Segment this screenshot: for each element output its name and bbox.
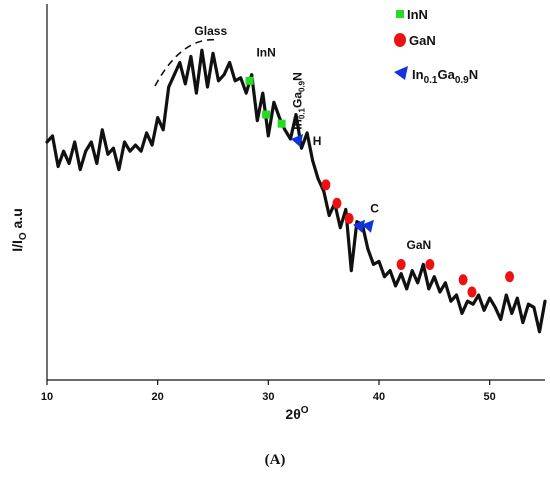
legend-label-gan: GaN <box>409 33 436 48</box>
annotation-c: C <box>370 201 379 215</box>
phase-markers <box>245 76 515 298</box>
annotation-h: H <box>313 134 322 148</box>
marker-gan <box>344 213 354 225</box>
marker-in01ga09n <box>361 219 374 233</box>
marker-gan <box>505 271 515 283</box>
marker-gan <box>321 179 331 191</box>
figure-caption: (A) <box>264 452 286 468</box>
marker-in01ga09n <box>291 134 304 148</box>
legend-marker-inn <box>396 10 404 18</box>
legend-label-inn: InN <box>407 7 428 22</box>
marker-inn <box>277 119 286 128</box>
marker-gan <box>425 258 435 270</box>
glass-hump-arc <box>154 38 219 87</box>
x-tick-label: 20 <box>152 391 164 403</box>
annotation-gan: GaN <box>406 238 431 252</box>
y-axis-title: I/IO a.u <box>9 208 29 252</box>
series-line <box>45 48 547 334</box>
legend-label-ingan: In0.1Ga0.9N <box>412 67 478 86</box>
x-tick-label: 30 <box>262 391 274 403</box>
legend: InN GaN In0.1Ga0.9N <box>394 7 478 86</box>
marker-gan <box>332 197 342 209</box>
marker-inn <box>262 110 271 119</box>
marker-in01ga09n <box>353 219 366 233</box>
marker-gan <box>458 274 468 286</box>
annotation-inn: InN <box>256 45 275 59</box>
x-tick-label: 50 <box>484 391 496 403</box>
x-tick-label: 40 <box>373 391 385 403</box>
annotation-glass: Glass <box>194 24 227 38</box>
x-axis-ticks: 10 20 30 40 50 <box>41 380 496 403</box>
x-tick-label: 10 <box>41 391 53 403</box>
marker-gan <box>396 258 406 270</box>
x-axis-title: 2θO <box>285 405 308 422</box>
legend-marker-gan <box>394 33 406 47</box>
legend-marker-ingan <box>394 66 408 80</box>
marker-inn <box>245 76 254 85</box>
marker-gan <box>467 286 477 298</box>
annotation-ingan-vertical: In0.1Ga0.9N <box>291 72 307 130</box>
